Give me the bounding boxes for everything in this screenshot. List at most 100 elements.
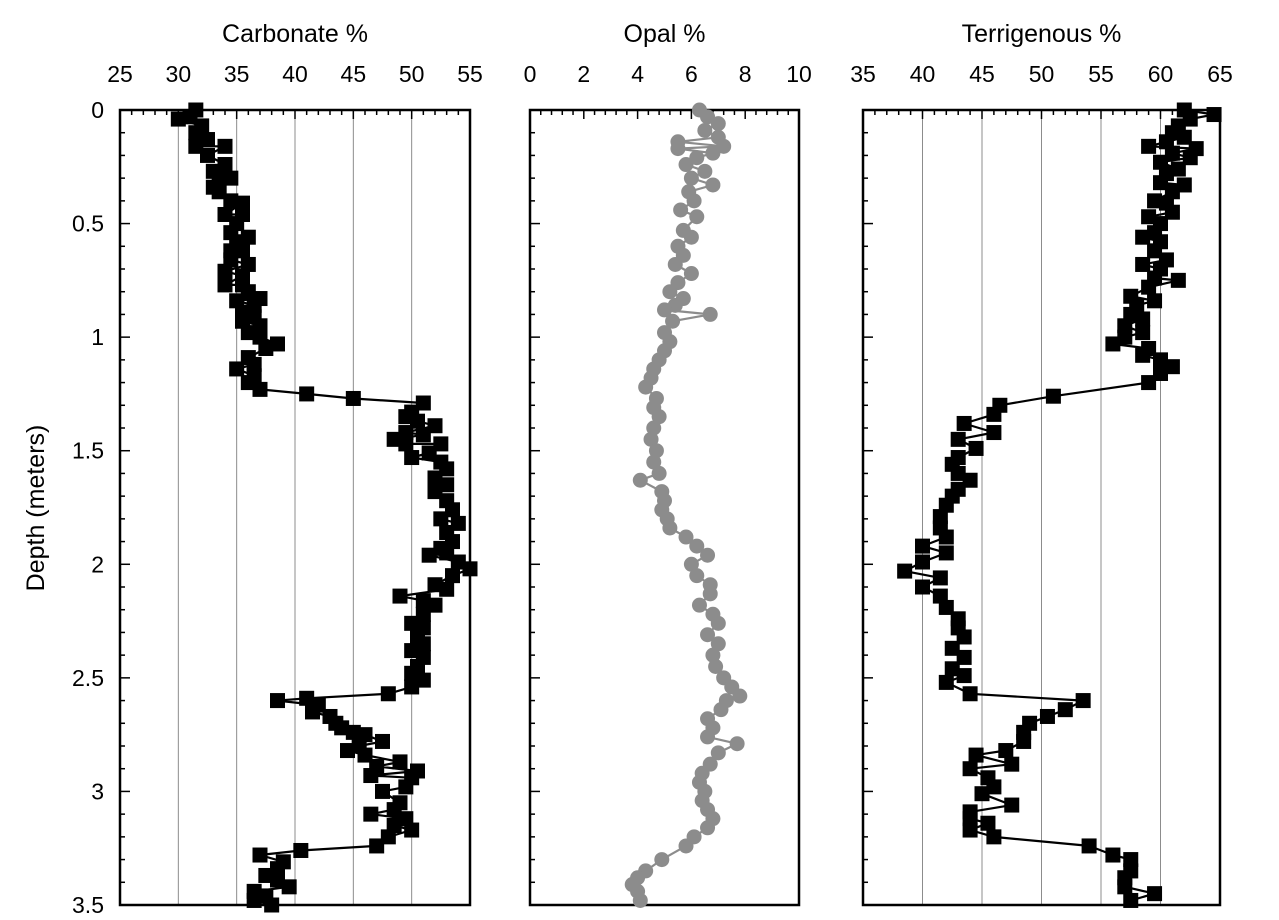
carbonate-data-point: [450, 554, 466, 570]
opal-data-point: [732, 688, 748, 704]
terrigenous-data-point: [915, 538, 930, 554]
opal-data-point: [654, 852, 670, 868]
depth-tick-label: 3.5: [72, 892, 104, 918]
terrigenous-data-point: [1081, 838, 1097, 854]
terrigenous-data-point: [1153, 175, 1168, 191]
carbonate-data-point: [392, 588, 408, 604]
carbonate-data-point: [386, 802, 402, 818]
opal-data-point: [689, 538, 705, 554]
carbonate-data-point: [415, 606, 431, 622]
carbonate-data-point: [398, 779, 414, 795]
opal-data-point: [700, 820, 716, 836]
terrigenous-data-point: [968, 747, 984, 763]
opal-data-point: [697, 163, 713, 179]
terrigenous-data-point: [1135, 229, 1151, 245]
terrigenous-data-point: [1075, 693, 1091, 709]
carbonate-data-point: [375, 783, 390, 799]
opal-data-point: [700, 729, 716, 745]
terrigenous-data-point: [1164, 184, 1180, 200]
opal-data-point: [632, 472, 648, 488]
terrigenous-data-point: [1141, 279, 1157, 295]
carbonate-frame: [118, 108, 472, 907]
terrigenous-data-point: [962, 472, 978, 488]
opal-data-point: [662, 520, 678, 536]
terrigenous-data-point: [956, 649, 972, 665]
depth-tick-label: 1: [91, 324, 104, 350]
terrigenous-x-tick-label: 50: [1029, 61, 1055, 87]
carbonate-data-point: [246, 892, 262, 908]
opal-x-tick-label: 6: [685, 61, 698, 87]
opal-data-point: [686, 193, 702, 209]
opal-data-point: [667, 256, 683, 272]
carbonate-data-point: [240, 284, 256, 300]
opal-data-point: [665, 313, 681, 329]
carbonate-data-point: [211, 184, 227, 200]
opal-data-point: [700, 109, 716, 125]
carbonate-data-point: [299, 386, 315, 402]
carbonate-data-point: [235, 195, 250, 211]
opal-data-point: [710, 745, 726, 761]
carbonate-data-point: [427, 577, 443, 593]
terrigenous-data-point: [1039, 708, 1055, 724]
carbonate-data-point: [363, 768, 379, 784]
opal-x-tick-label: 2: [577, 61, 590, 87]
opal-data-point: [643, 431, 659, 447]
opal-data-point: [683, 266, 699, 282]
opal-data-point: [702, 586, 718, 602]
carbonate-data-point: [404, 450, 420, 466]
terrigenous-data-point: [1045, 388, 1061, 404]
carbonate-data-point: [398, 425, 414, 441]
opal-data-point: [683, 229, 699, 245]
terrigenous-data-point: [1153, 352, 1168, 368]
carbonate-x-tick-label: 40: [282, 61, 308, 87]
terrigenous-data-point: [1176, 129, 1192, 145]
carbonate-data-point: [415, 593, 431, 609]
terrigenous-data-point: [932, 509, 948, 525]
terrigenous-data-point: [1105, 847, 1121, 863]
carbonate-data-point: [299, 690, 315, 706]
terrigenous-data-point: [950, 465, 966, 481]
depth-tick-labels: 0 0.5 1 1.5 2 2.5 3 3.5: [72, 97, 104, 918]
opal-data-point: [713, 702, 729, 718]
terrigenous-data-point: [1016, 733, 1032, 749]
carbonate-data-point: [270, 336, 285, 352]
terrigenous-title: Terrigenous %: [962, 20, 1122, 48]
depth-tick-label: 0: [91, 97, 104, 123]
carbonate-data-point: [404, 679, 420, 695]
opal-data-point: [651, 409, 667, 425]
carbonate-data-point: [270, 861, 285, 877]
carbonate-data-point: [217, 263, 233, 279]
depth-tick-label: 0.5: [72, 211, 104, 237]
terrigenous-panel: Terrigenous % 35 40 45 50 55 60 65: [850, 20, 1233, 908]
terrigenous-data-point: [998, 743, 1014, 759]
carbonate-data-point: [427, 597, 443, 613]
opal-data-point: [710, 615, 726, 631]
carbonate-data-point: [334, 720, 350, 736]
terrigenous-data-point: [1135, 347, 1151, 363]
terrigenous-data-point: [986, 425, 1002, 441]
carbonate-data-point: [410, 413, 425, 429]
carbonate-data-point: [398, 436, 414, 452]
terrigenous-data-point: [962, 761, 978, 777]
opal-x-tick-label: 4: [631, 61, 644, 87]
opal-data-point: [673, 202, 689, 218]
carbonate-data-point: [345, 724, 361, 740]
terrigenous-data-point: [1057, 702, 1073, 718]
opal-data-point: [651, 465, 667, 481]
carbonate-data-point: [462, 561, 478, 577]
opal-data-point: [702, 306, 718, 322]
terrigenous-data-point: [1153, 154, 1168, 170]
terrigenous-data-point: [1164, 359, 1180, 375]
carbonate-data-point: [439, 545, 455, 561]
opal-x-tick-label: 0: [524, 61, 537, 87]
terrigenous-data-point: [1182, 150, 1198, 166]
terrigenous-data-point: [1135, 311, 1151, 327]
terrigenous-data-point: [897, 563, 913, 579]
terrigenous-x-tick-label: 45: [969, 61, 995, 87]
carbonate-data-point: [235, 243, 250, 259]
carbonate-data-point: [217, 138, 233, 154]
carbonate-data-point: [270, 693, 285, 709]
opal-data-point: [683, 170, 699, 186]
terrigenous-x-tick-label: 65: [1207, 61, 1233, 87]
